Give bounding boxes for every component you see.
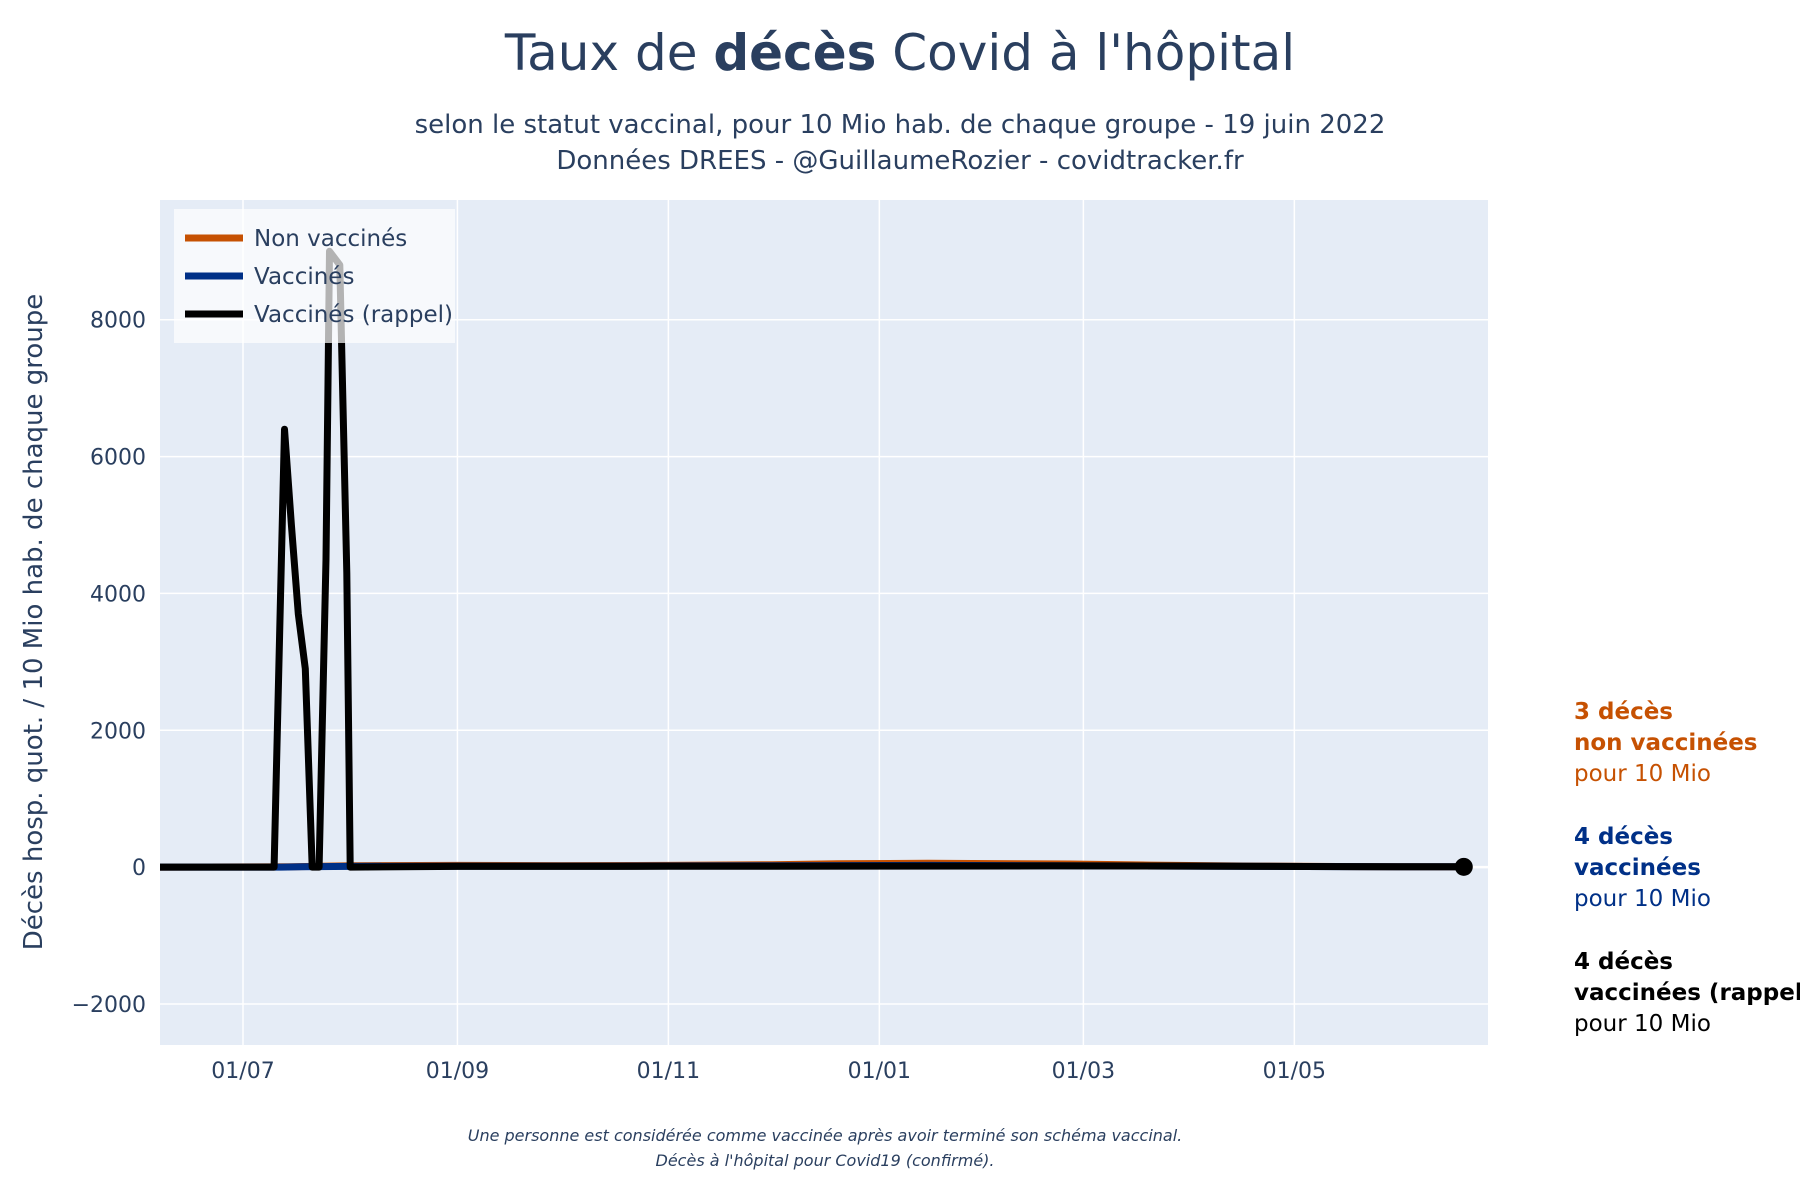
y-tick-label: 8000 [90,309,146,334]
x-tick-label: 01/05 [1263,1059,1326,1084]
footnote-line-1: Une personne est considérée comme vaccin… [468,1126,1183,1145]
legend: Non vaccinés Vaccinés Vaccinés (rappel) [174,209,455,343]
annotation-0-regular: pour 10 Mio [1574,761,1711,787]
annotation-1-regular: pour 10 Mio [1574,886,1711,912]
x-tick-label: 01/09 [426,1059,489,1084]
series-end-marker [1454,857,1473,876]
legend-label-0: Non vaccinés [254,226,407,252]
chart-title-prefix: Taux de [504,24,713,82]
marker-layer [1454,857,1473,876]
y-axis-ticks: −2000 0 2000 4000 6000 8000 [72,309,146,1018]
chart-subtitle-line-2: Données DREES - @GuillaumeRozier - covid… [556,146,1244,176]
footnote-line-2: Décès à l'hôpital pour Covid19 (confirmé… [656,1151,995,1170]
y-tick-label: 4000 [90,582,146,607]
annotation-2-bold-0: 4 décès [1574,949,1673,975]
y-tick-label: −2000 [72,993,146,1018]
y-tick-label: 0 [132,856,146,881]
annotation-0-bold-0: 3 décès [1574,699,1673,725]
y-tick-label: 6000 [90,446,146,471]
y-tick-label: 2000 [90,719,146,744]
annotation-1-bold-0: 4 décès [1574,824,1673,850]
annotation-0-bold-1: non vaccinées [1574,730,1757,756]
annotation-2-regular: pour 10 Mio [1574,1011,1711,1037]
y-axis-title: Décès hosp. quot. / 10 Mio hab. de chaqu… [19,294,49,951]
x-tick-label: 01/01 [848,1059,911,1084]
annotation-1-bold-1: vaccinées [1574,855,1701,881]
x-tick-label: 01/07 [211,1059,274,1084]
end-annotations: 3 décès non vaccinées pour 10 Mio 4 décès va… [1574,699,1800,1037]
chart-title-bold: décès [713,24,876,82]
x-tick-label: 01/11 [637,1059,700,1084]
x-axis-ticks: 01/07 01/09 01/11 01/01 01/03 01/05 [211,1059,1326,1084]
chart-title-suffix: Covid à l'hôpital [876,24,1295,82]
annotation-2-bold-1: vaccinées (rappel) [1574,980,1800,1006]
chart-title: Taux de décès Covid à l'hôpital [504,24,1295,82]
x-tick-label: 01/03 [1052,1059,1115,1084]
legend-label-1: Vaccinés [254,264,354,290]
chart-subtitle-line-1: selon le statut vaccinal, pour 10 Mio ha… [415,110,1386,140]
legend-label-2: Vaccinés (rappel) [254,302,453,328]
